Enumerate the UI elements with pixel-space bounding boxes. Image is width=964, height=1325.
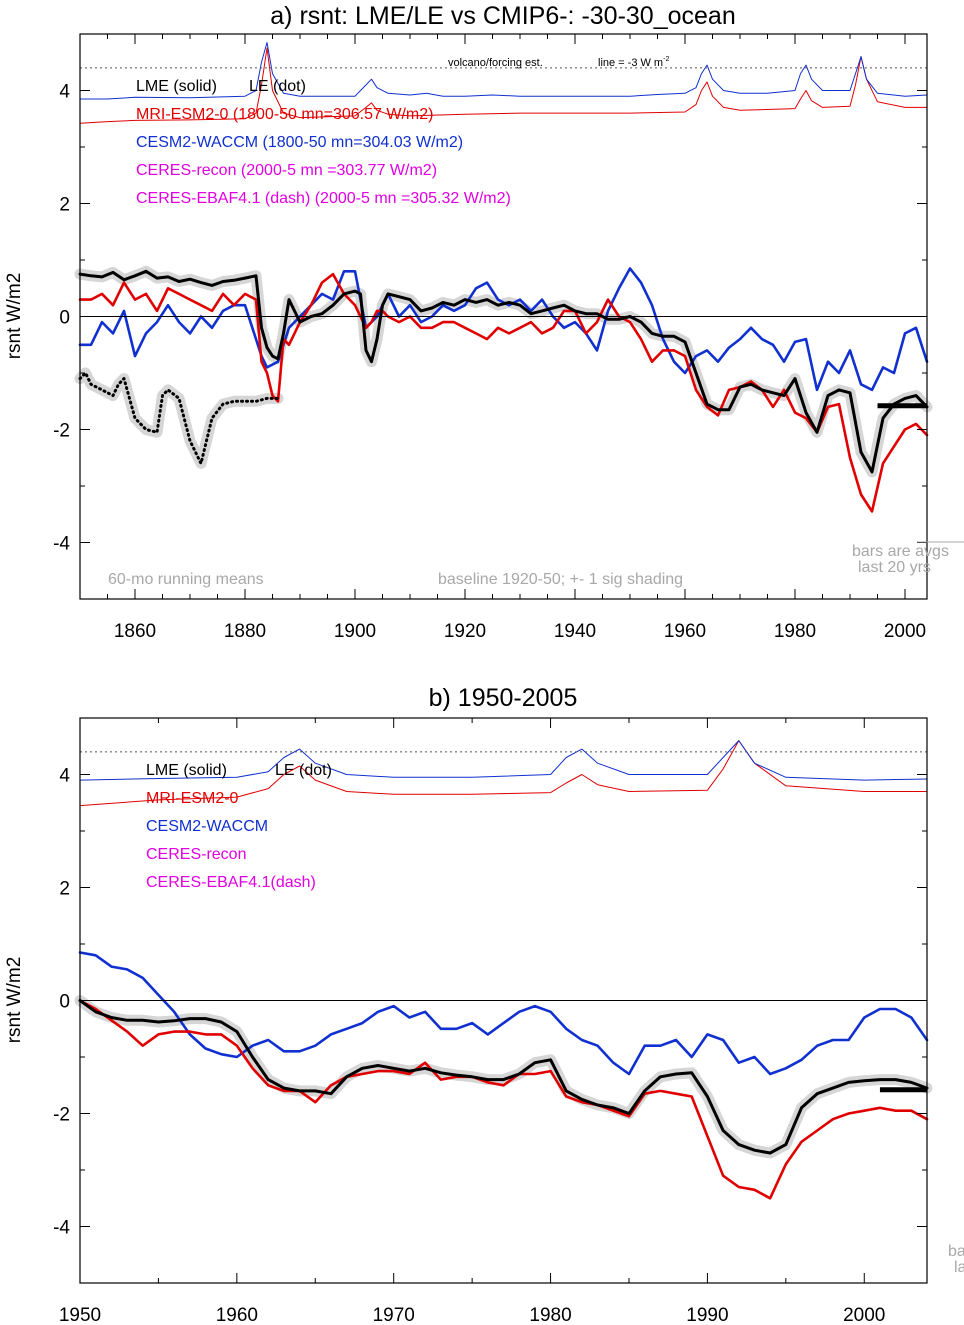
x-tick-label: 1980 — [529, 1305, 571, 1325]
panel-a-ylabel: rsnt W/m2 — [4, 273, 25, 360]
y-tick-label: -4 — [53, 534, 70, 555]
x-tick-label: 1990 — [686, 1305, 728, 1325]
panel-b-legend-ceres-ebaf: CERES-EBAF4.1(dash) — [146, 874, 316, 891]
y-tick-label: 4 — [59, 82, 70, 103]
series-line-cesm2-waccm — [78, 951, 929, 1076]
series-shading-le — [74, 367, 284, 469]
y-tick-label: 2 — [59, 879, 70, 900]
y-tick-label: -2 — [53, 421, 70, 442]
panel-a-forcing-label: volcano/forcing est. — [448, 57, 543, 69]
panel-a-title: a) rsnt: LME/LE vs CMIP6-: -30-30_ocean — [270, 2, 735, 30]
panel-a-baseline-note: baseline 1920-50; +- 1 sig shading — [438, 571, 683, 588]
x-tick-label: 1950 — [59, 1305, 101, 1325]
series-line-lme — [78, 999, 929, 1155]
y-tick-label: 4 — [59, 766, 70, 787]
x-tick-label: 2000 — [843, 1305, 885, 1325]
x-tick-label: 1980 — [774, 621, 816, 642]
y-tick-label: 0 — [59, 308, 70, 329]
panel-a-legend-ceres-recon: CERES-recon (2000-5 mn =303.77 W/m2) — [136, 162, 437, 179]
panel-b-legend-ceres-recon: CERES-recon — [146, 846, 246, 863]
x-tick-label: 1900 — [334, 621, 376, 642]
panel-a: a) rsnt: LME/LE vs CMIP6-: -30-30_ocean … — [4, 2, 964, 642]
y-tick-label: -4 — [53, 1218, 70, 1239]
panel-b-bars-note-1: ba — [948, 1243, 964, 1260]
panel-a-series — [74, 42, 933, 513]
x-tick-label: 1960 — [664, 621, 706, 642]
series-line-le — [78, 371, 280, 465]
panel-b-legend-cesm: CESM2-WACCM — [146, 818, 268, 835]
panel-a-reference-lines — [80, 67, 927, 317]
panel-b-reference-lines — [80, 751, 927, 1001]
panel-b-axes: -4 -2 0 2 4 1950 1960 1970 1980 1990 2000 — [53, 717, 927, 1325]
panel-a-legend-ceres-ebaf: CERES-EBAF4.1 (dash) (2000-5 mn =305.32 … — [136, 190, 511, 207]
panel-a-legend-mri: MRI-ESM2-0 (1800-50 mn=306.57 W/m2) — [136, 106, 433, 123]
panel-b-legend-le: LE (dot) — [275, 762, 332, 779]
panel-a-bars-note-1: bars are avgs — [852, 543, 949, 560]
x-tick-label: 1920 — [444, 621, 486, 642]
series-line-cesm2-waccm — [78, 267, 929, 392]
panel-b-series — [74, 740, 933, 1200]
series-line-mri-esm2-0 — [78, 272, 929, 513]
x-tick-label: 1960 — [216, 1305, 258, 1325]
panel-a-forcing-scale: line = -3 W m-2 — [598, 56, 669, 69]
y-tick-label: 2 — [59, 195, 70, 216]
panel-a-legend-lme: LME (solid) — [136, 78, 217, 95]
series-line-mri-esm2-0-forcing — [79, 47, 928, 124]
panel-b-legend-lme: LME (solid) — [146, 762, 227, 779]
panel-b: b) 1950-2005 rsnt W/m2 -4 -2 0 2 4 1950 1960 19… — [4, 684, 964, 1325]
panel-b-legend-mri: MRI-ESM2-0 — [146, 790, 239, 807]
panel-b-bars-note-2: la — [954, 1259, 964, 1276]
series-line-lme — [78, 269, 929, 474]
panel-a-legend-le: LE (dot) — [249, 78, 306, 95]
panel-a-legend-cesm: CESM2-WACCM (1800-50 mn=304.03 W/m2) — [136, 134, 463, 151]
x-tick-label: 2000 — [884, 621, 926, 642]
panel-b-ylabel: rsnt W/m2 — [4, 957, 25, 1044]
y-tick-label: 0 — [59, 992, 70, 1013]
x-tick-label: 1970 — [373, 1305, 415, 1325]
panel-b-title: b) 1950-2005 — [429, 684, 578, 712]
series-line-cesm2-waccm-forcing — [79, 42, 928, 100]
x-tick-label: 1880 — [224, 621, 266, 642]
panel-a-bars-note-2: last 20 yrs — [858, 559, 931, 576]
panel-a-axes: -4 -2 0 2 4 1860 1880 1900 1920 1940 1960 1980 2000 — [53, 33, 927, 642]
x-tick-label: 1860 — [114, 621, 156, 642]
y-tick-label: -2 — [53, 1105, 70, 1126]
x-tick-label: 1940 — [554, 621, 596, 642]
panel-a-running-mean-note: 60-mo running means — [108, 571, 264, 588]
series-line-mri-esm2-0 — [78, 999, 929, 1200]
